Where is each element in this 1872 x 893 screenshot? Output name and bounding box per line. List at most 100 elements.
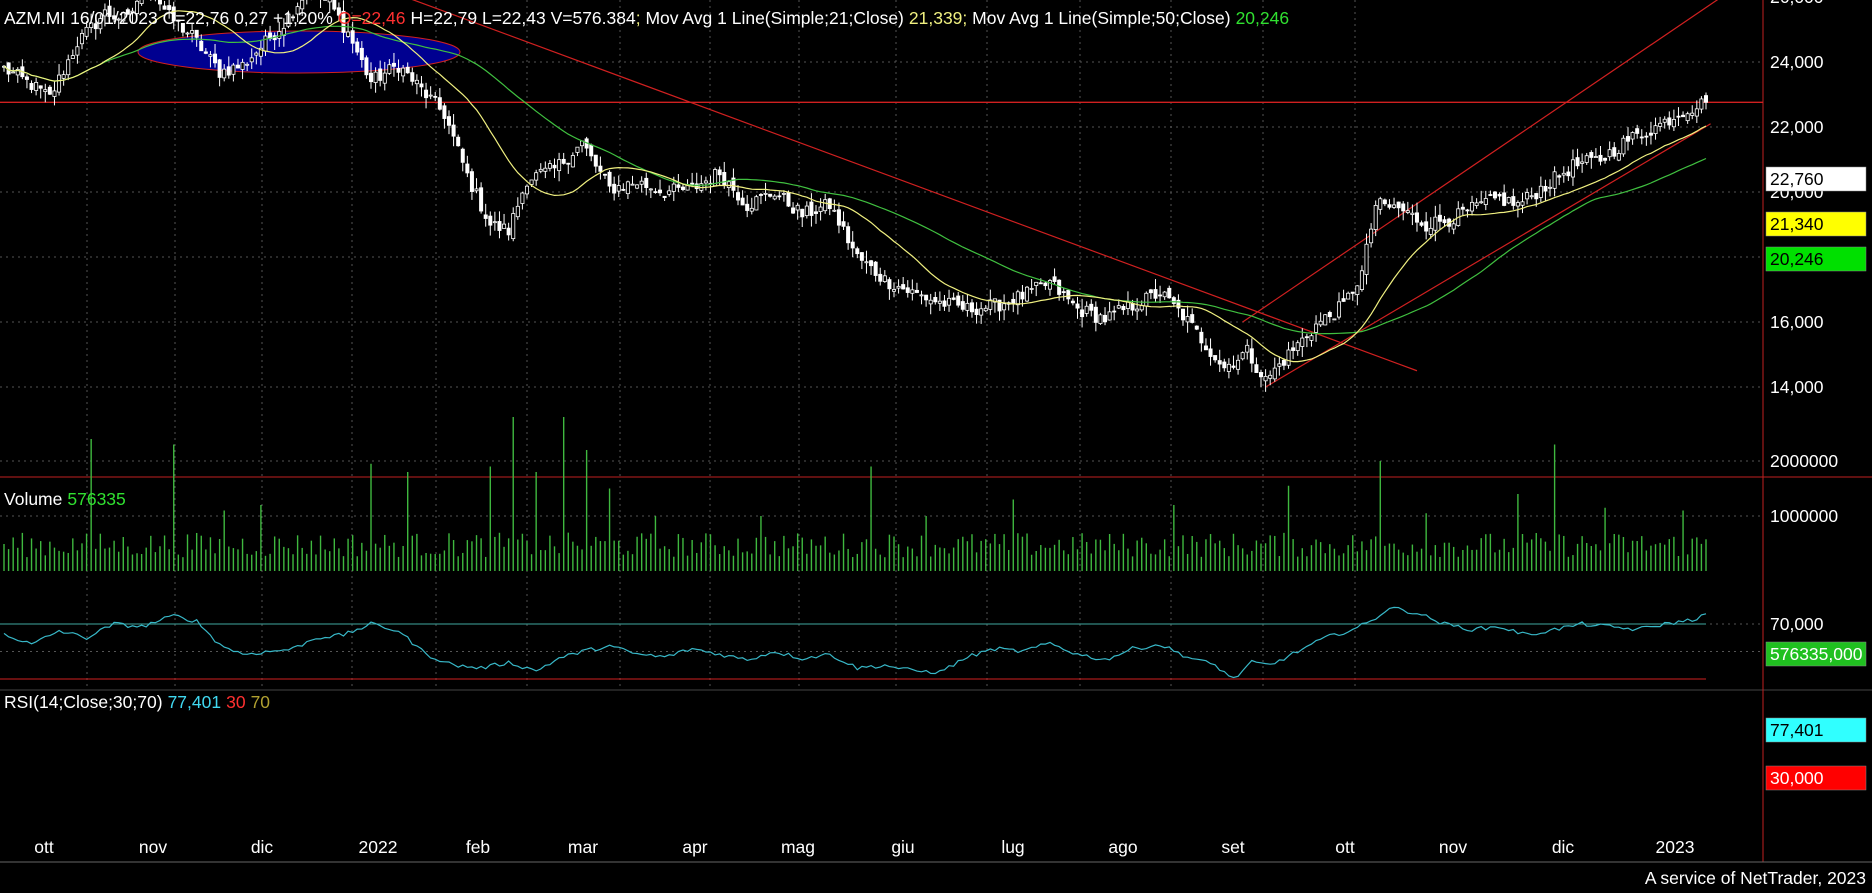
candle-body: [879, 274, 882, 281]
footer-credit: A service of NetTrader, 2023: [1645, 868, 1866, 888]
candle-body: [947, 298, 950, 305]
candle-body: [590, 145, 593, 156]
candle-body: [691, 183, 694, 184]
candle-body: [246, 64, 249, 65]
candle-body: [365, 58, 368, 75]
candle-body: [1076, 304, 1079, 308]
candle-body: [1108, 312, 1111, 320]
candle-body: [553, 165, 556, 168]
candle-body: [1149, 290, 1152, 293]
candle-body: [484, 215, 487, 219]
price-tick-label: 16,000: [1770, 312, 1824, 332]
candle-body: [1282, 360, 1285, 365]
candle-body: [1292, 348, 1295, 351]
month-tick-label: nov: [1439, 837, 1467, 857]
candle-body: [39, 86, 42, 88]
candle-body: [920, 295, 923, 296]
candle-body: [1544, 186, 1547, 191]
candle-body: [1443, 220, 1446, 223]
candle-body: [548, 164, 551, 169]
candle-body: [571, 156, 574, 167]
candle-body: [1576, 158, 1579, 166]
month-tick-label: feb: [466, 837, 490, 857]
candle-body: [470, 172, 473, 192]
month-tick-label: dic: [1552, 837, 1575, 857]
candle-body: [1094, 307, 1097, 322]
candle-body: [424, 90, 427, 98]
candle-body: [1700, 99, 1703, 109]
candle-body: [204, 52, 207, 53]
candle-body: [1411, 213, 1414, 214]
candle-body: [374, 72, 377, 82]
candle-body: [842, 222, 845, 227]
month-tick-label: mar: [568, 837, 598, 857]
candle-body: [1498, 194, 1501, 196]
candle-body: [1310, 336, 1313, 341]
candle-body: [1585, 156, 1588, 163]
candle-body: [351, 31, 354, 44]
candle-body: [723, 172, 726, 185]
candle-body: [1067, 290, 1070, 299]
candle-body: [1383, 200, 1386, 204]
candle-body: [1048, 281, 1051, 290]
candle-body: [1080, 310, 1083, 317]
candle-body: [1039, 283, 1042, 284]
candle-body: [649, 189, 652, 190]
month-tick-label: ott: [34, 837, 54, 857]
candle-body: [1668, 118, 1671, 125]
candle-body: [397, 68, 400, 72]
candle-body: [1342, 299, 1345, 302]
candle-body: [1429, 228, 1432, 234]
candle-body: [562, 159, 565, 163]
candle-body: [888, 280, 891, 289]
candle-body: [1103, 315, 1106, 322]
candle-body: [1218, 361, 1221, 365]
candle-body: [498, 221, 501, 230]
candle-body: [1379, 199, 1382, 210]
candle-body: [1002, 304, 1005, 310]
candle-body: [984, 308, 987, 310]
month-tick-label: apr: [682, 837, 707, 857]
candle-body: [1420, 223, 1423, 226]
candle-body: [1461, 207, 1464, 209]
candle-body: [1172, 298, 1175, 304]
candle-body: [475, 189, 478, 191]
candle-body: [654, 192, 657, 193]
candle-body: [746, 204, 749, 210]
candle-body: [787, 193, 790, 206]
candle-body: [668, 191, 671, 195]
month-tick-label: ago: [1108, 837, 1137, 857]
candle-body: [241, 62, 244, 69]
candle-body: [1516, 203, 1519, 206]
candle-body: [1659, 123, 1662, 126]
candle-body: [1402, 204, 1405, 211]
candle-body: [35, 82, 38, 90]
candle-body: [512, 214, 515, 239]
candle-body: [223, 69, 226, 78]
candle-body: [1677, 116, 1680, 117]
candle-body: [1480, 202, 1483, 203]
candle-body: [1301, 338, 1304, 346]
candle-body: [195, 30, 198, 37]
candle-body: [640, 181, 643, 184]
candle-body: [502, 224, 505, 228]
candle-body: [594, 155, 597, 166]
candle-body: [1475, 203, 1478, 206]
candle-body: [1296, 343, 1299, 351]
candle-body: [672, 184, 675, 191]
candle-body: [186, 33, 189, 34]
candle-body: [635, 185, 638, 188]
candle-body: [1324, 315, 1327, 325]
candle-body: [507, 228, 510, 235]
candle-body: [438, 98, 441, 110]
candle-body: [1649, 133, 1652, 135]
candle-body: [544, 168, 547, 171]
candle-body: [535, 173, 538, 180]
candle-body: [1470, 202, 1473, 211]
candle-body: [1200, 332, 1203, 343]
candle-body: [85, 27, 88, 36]
candle-body: [1567, 172, 1570, 176]
candle-body: [1246, 345, 1249, 352]
candle-body: [975, 309, 978, 314]
header-ma21-value: 21,339: [909, 8, 963, 28]
